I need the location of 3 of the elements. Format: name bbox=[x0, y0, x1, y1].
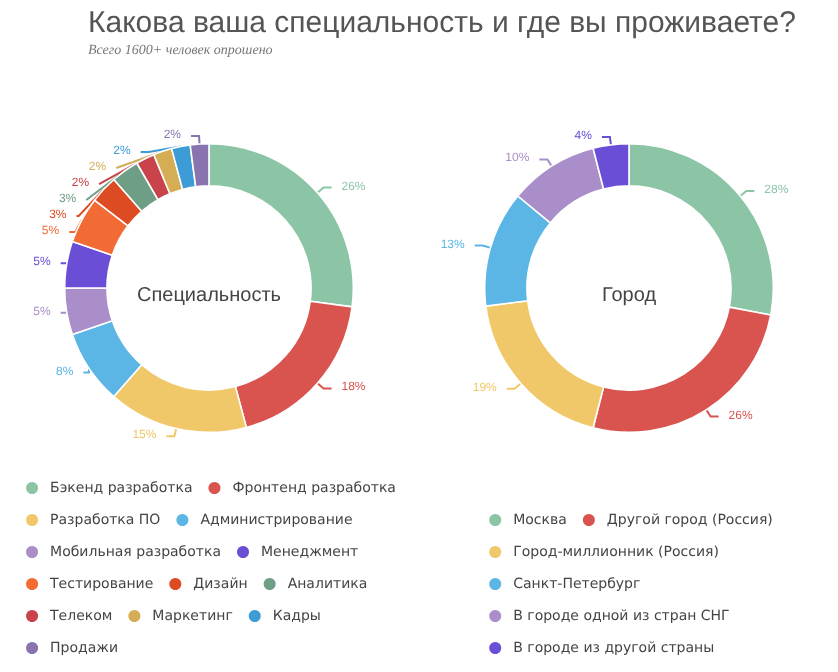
text: Специальность bbox=[137, 285, 281, 307]
text: Город bbox=[601, 285, 657, 307]
chart-title: Какова ваша специальность и где вы проживаете? bbox=[88, 6, 796, 40]
